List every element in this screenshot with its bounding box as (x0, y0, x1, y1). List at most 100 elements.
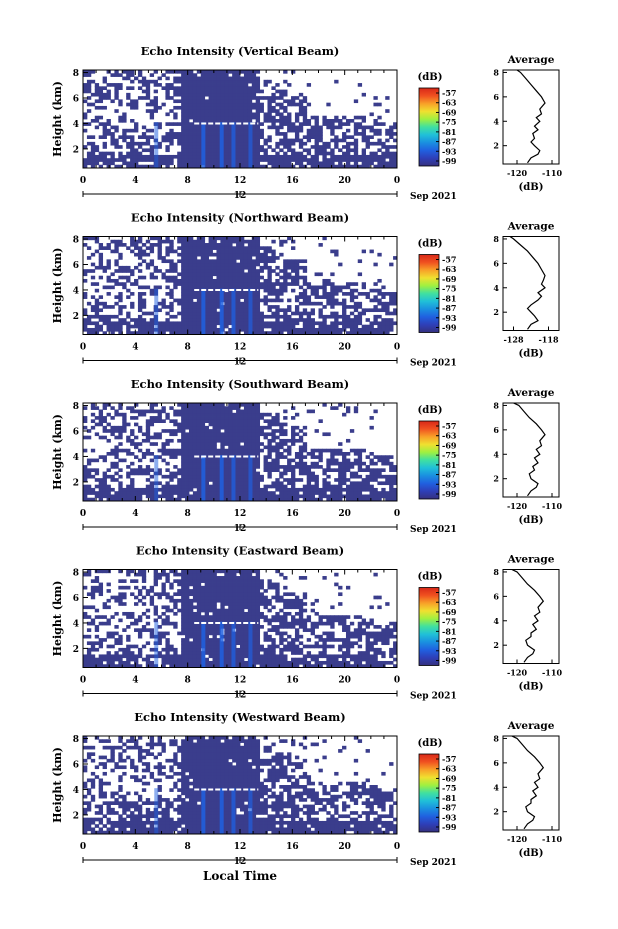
colorbar-tick-label: -75 (442, 117, 456, 127)
profile-y-tick-label: 2 (493, 807, 499, 817)
heatmap (83, 70, 398, 169)
x-tick-label: 8 (185, 176, 191, 186)
beam-panel-3: Echo Intensity (Eastward Beam) 2 4 6 8 Height… (51, 544, 562, 702)
colorbar-tick-label: -75 (442, 450, 456, 460)
x-tick-label: 4 (132, 676, 138, 686)
x-tick-label: 0 (394, 509, 400, 519)
convective-streak (154, 122, 159, 168)
profile-x-tick-label: -120 (507, 834, 527, 844)
profile-line (516, 69, 546, 164)
profile-y-tick-label: 4 (493, 283, 499, 293)
x-tick-label: 20 (338, 509, 351, 519)
panel-title: Echo Intensity (Westward Beam) (134, 710, 345, 724)
profile-y-tick-label: 2 (493, 307, 499, 317)
convective-streak (154, 455, 159, 501)
colorbar-tick-label: -69 (442, 107, 457, 117)
x-tick-label: 8 (185, 343, 191, 353)
convective-streak (219, 621, 224, 668)
colorbar (418, 254, 440, 333)
y-axis-label: Height (km) (51, 414, 64, 490)
convective-streak (201, 788, 206, 834)
x-tick-label: 8 (185, 509, 191, 519)
convective-streak (248, 288, 253, 335)
colorbar-tick-label: -69 (442, 607, 457, 617)
x-tick-label: 16 (286, 176, 299, 186)
beam-panel-2: Echo Intensity (Southward Beam) 2 4 6 8 Heigh… (51, 377, 562, 535)
heatmap (83, 236, 398, 335)
beam-panel-1: Echo Intensity (Northward Beam) 2 4 6 8 Heigh… (51, 211, 560, 369)
y-tick-label: 8 (73, 69, 79, 79)
x-tick-label: 0 (394, 343, 400, 353)
profile-y-tick-label: 2 (493, 474, 499, 484)
x-tick-label: 20 (338, 676, 351, 686)
convective-streak (248, 621, 253, 668)
profile-frame (502, 69, 560, 165)
colorbar-tick-label: -81 (442, 793, 456, 803)
y-tick-label: 8 (73, 735, 79, 745)
x-tick-label: 8 (185, 842, 191, 852)
profile-y-tick-label: 4 (493, 616, 499, 626)
colorbar-tick-label: -63 (442, 264, 457, 274)
colorbar (418, 420, 440, 500)
x-tick-label: 4 (132, 343, 138, 353)
colorbar-unit: (dB) (418, 72, 443, 83)
x-tick-label: 16 (286, 676, 299, 686)
colorbar-tick-label: -63 (442, 764, 457, 774)
profile-line (509, 236, 546, 330)
colorbar-unit: (dB) (418, 572, 443, 583)
colorbar-tick-label: -87 (442, 137, 456, 147)
colorbar-tick-label: -63 (442, 98, 457, 108)
y-tick-label: 8 (73, 402, 79, 412)
colorbar-tick-label: -57 (442, 421, 456, 431)
colorbar (418, 87, 440, 167)
x-tick-label: 12 (234, 343, 247, 353)
date-label: Sep 2021 (410, 858, 457, 868)
x-tick-label: 0 (394, 842, 400, 852)
y-tick-label: 2 (73, 811, 79, 821)
profile-y-tick-label: 6 (493, 425, 499, 435)
profile-y-tick-label: 4 (493, 449, 499, 459)
profile-y-tick-label: 4 (493, 116, 499, 126)
x-tick-label: 12 (234, 842, 247, 852)
colorbar-tick-label: -93 (442, 646, 457, 656)
x-tick-label: 0 (394, 676, 400, 686)
panel-title: Echo Intensity (Vertical Beam) (141, 44, 340, 58)
convective-streak (201, 455, 206, 501)
profile-x-label: (dB) (519, 515, 544, 526)
profile-line (513, 402, 546, 497)
colorbar-tick-label: -87 (442, 470, 456, 480)
y-tick-label: 4 (73, 120, 79, 130)
convective-streak (154, 288, 159, 335)
x-tick-label: 12 (234, 676, 247, 686)
colorbar-tick-label: -87 (442, 636, 456, 646)
profile-frame (502, 735, 560, 831)
x-tick-label: 0 (80, 842, 86, 852)
y-tick-label: 6 (73, 761, 79, 771)
y-tick-label: 2 (73, 478, 79, 488)
colorbar-tick-label: -93 (442, 812, 457, 822)
local-time-label: Local Time (203, 869, 277, 883)
colorbar-tick-label: -69 (442, 440, 457, 450)
date-axis-label: 12 (234, 358, 247, 368)
colorbar (418, 587, 440, 666)
colorbar-tick-label: -81 (442, 460, 456, 470)
colorbar-tick-label: -63 (442, 431, 457, 441)
colorbar-tick-label: -99 (442, 489, 457, 499)
profile-title: Average (507, 720, 555, 732)
colorbar (418, 753, 440, 833)
x-tick-label: 16 (286, 842, 299, 852)
date-label: Sep 2021 (410, 192, 457, 202)
y-tick-label: 2 (73, 145, 79, 155)
profile-frame (502, 236, 560, 331)
heatmap (83, 736, 398, 835)
convective-streak (231, 455, 236, 501)
x-tick-label: 16 (286, 509, 299, 519)
profile-title: Average (507, 387, 555, 399)
profile-y-tick-label: 4 (493, 782, 499, 792)
convective-streak (231, 621, 236, 668)
colorbar-tick-label: -99 (442, 822, 457, 832)
heatmap (83, 569, 398, 668)
profile-x-tick-label: -110 (542, 501, 562, 511)
y-axis-label: Height (km) (51, 248, 64, 324)
